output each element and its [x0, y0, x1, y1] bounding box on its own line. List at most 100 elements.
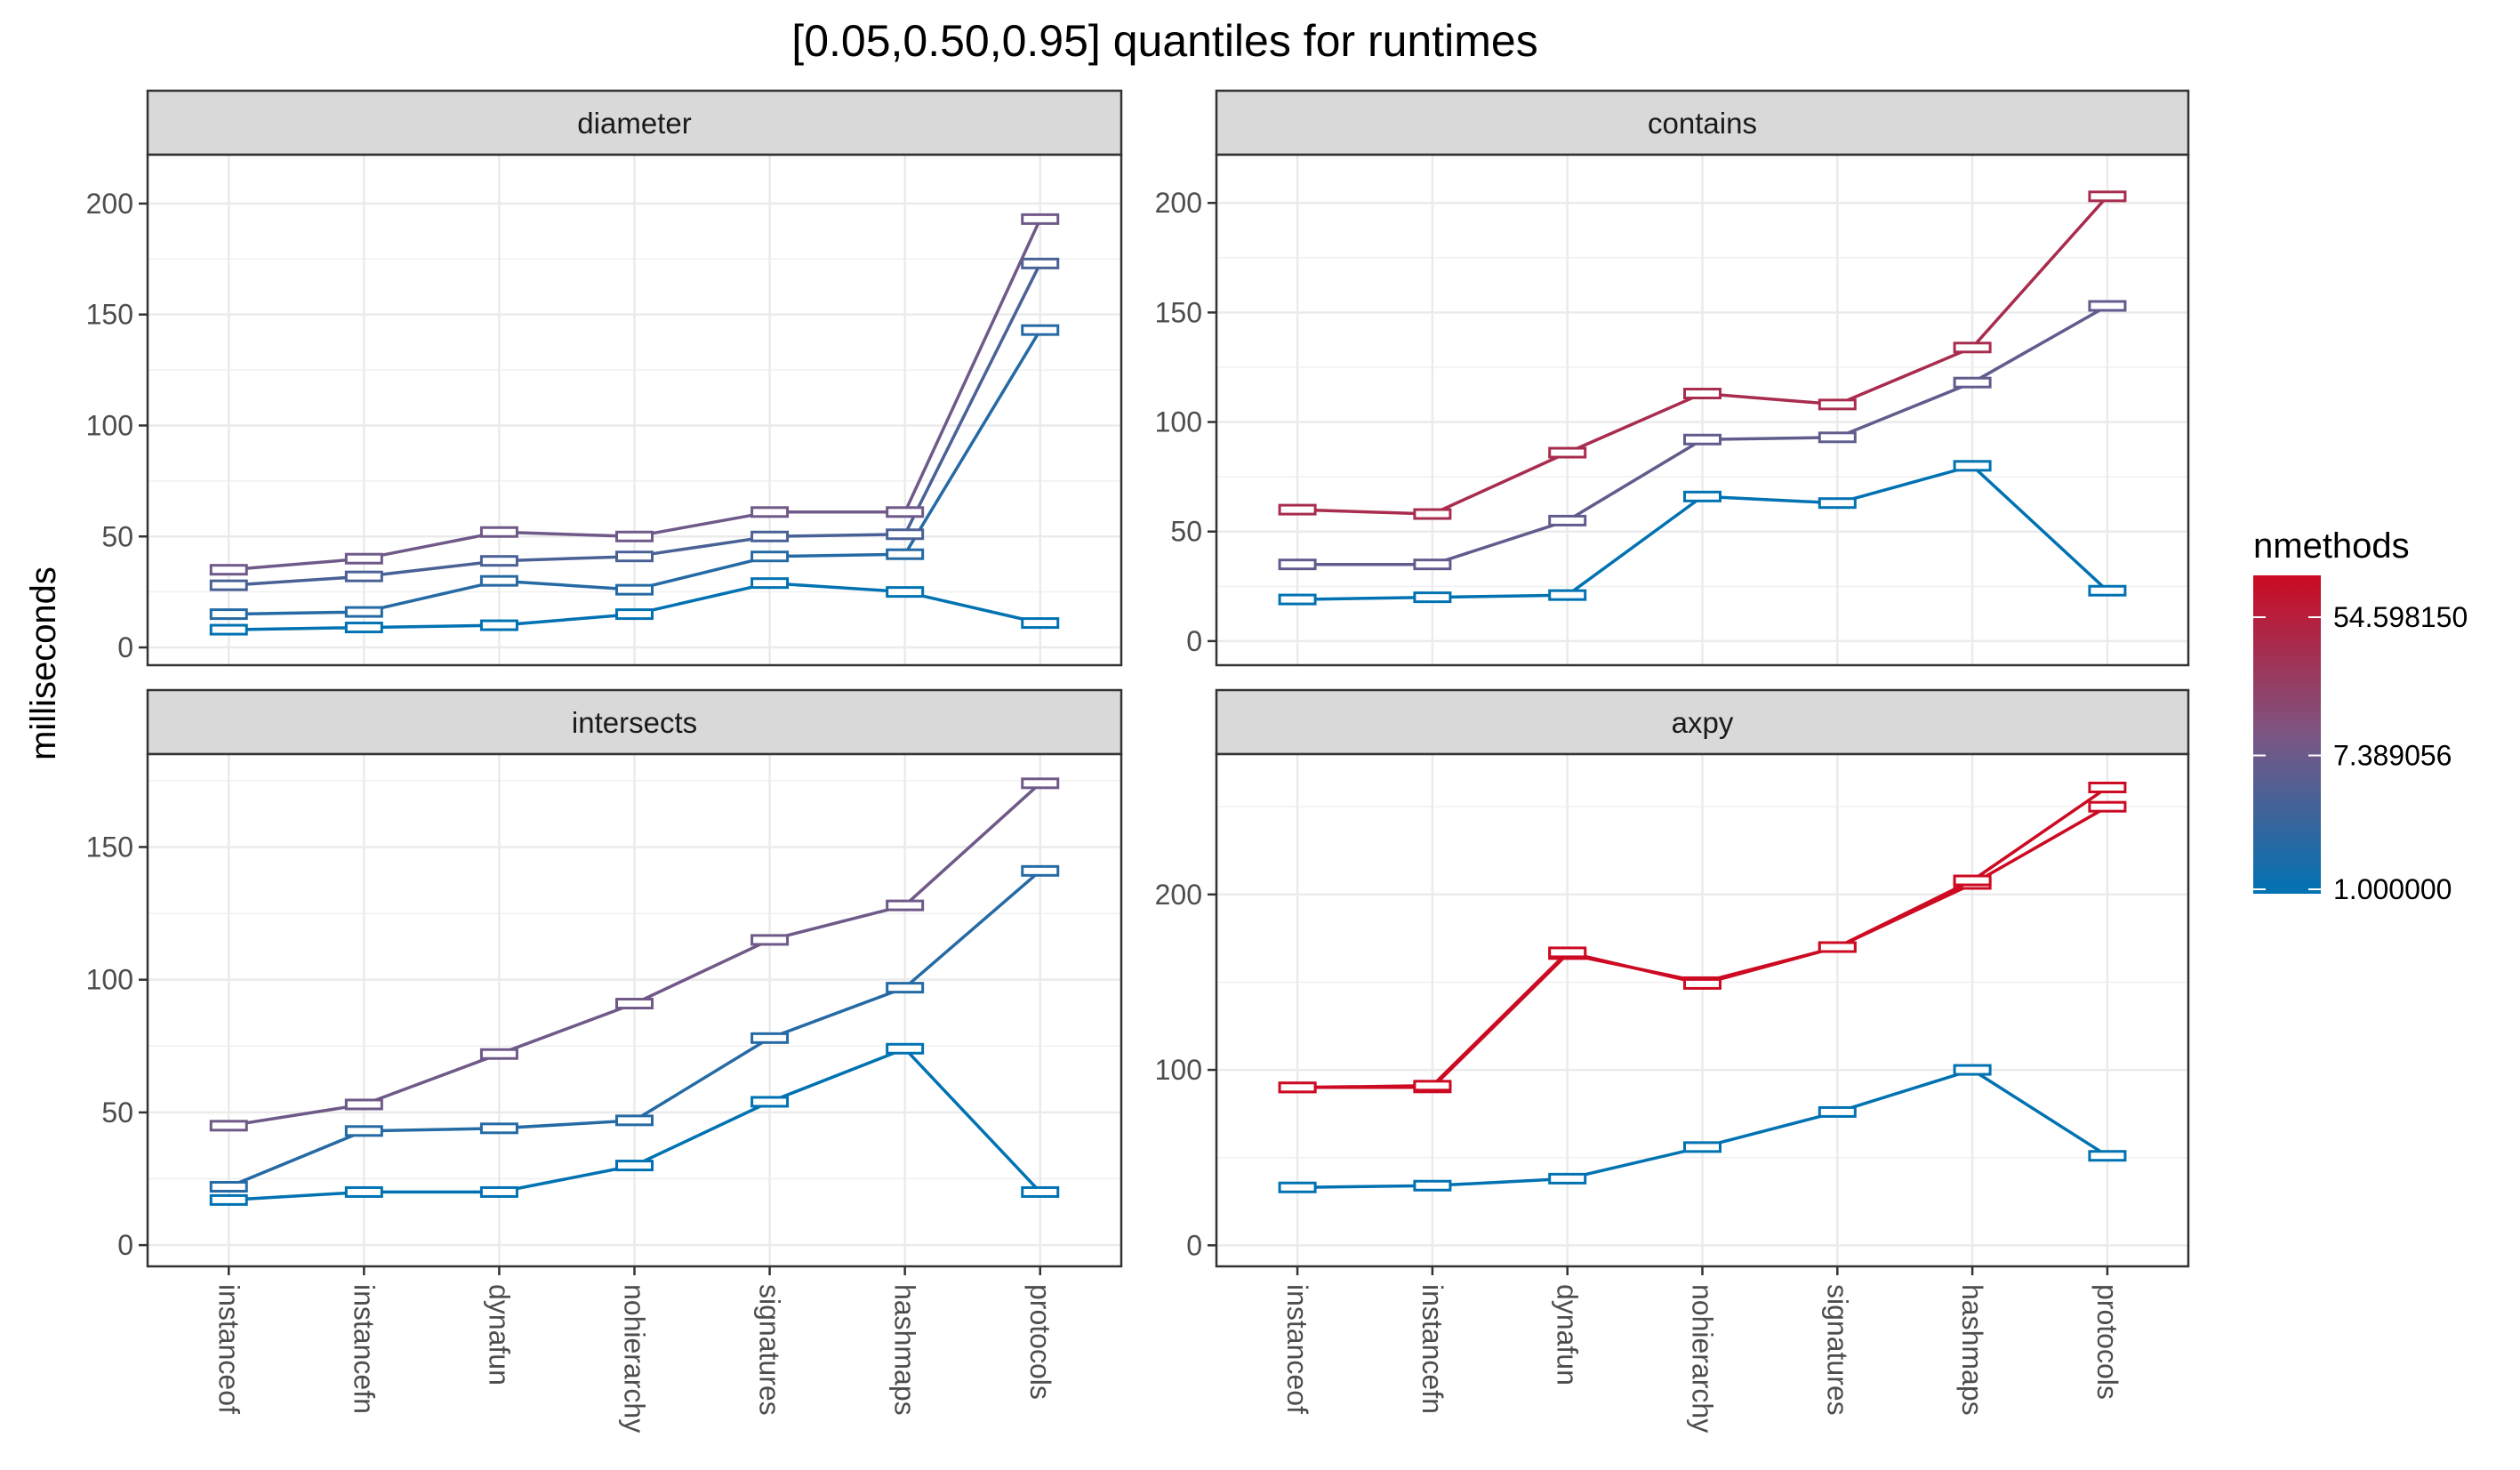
x-tick-label: instanceof: [1281, 1284, 1313, 1414]
quantile-marker: [2088, 800, 2127, 813]
quantile-marker: [209, 1193, 248, 1206]
chart-title: [0.05,0.50,0.95] quantiles for runtimes: [791, 16, 1537, 66]
quantile-marker: [2088, 300, 2127, 312]
panel-border: [1215, 153, 2190, 667]
quantile-marker: [1683, 433, 1721, 446]
legend-label: 54.598150: [2333, 601, 2468, 633]
y-tick-label: 100: [86, 409, 133, 441]
quantile-marker: [209, 579, 248, 591]
quantile-marker: [1818, 398, 1857, 411]
quantile-marker: [1021, 213, 1060, 225]
quantile-marker: [1413, 1080, 1452, 1092]
quantile-marker: [615, 608, 654, 621]
facet-panels: diameter 0 50 100 150 200 contains 0 50 100 150 200…: [86, 89, 2190, 1268]
legend-colorbar: [2253, 575, 2321, 894]
quantile-marker: [750, 530, 790, 542]
color-legend: nmethods 54.598150 7.389056 1.000000: [2253, 526, 2468, 905]
panel-border: [146, 153, 1123, 667]
x-tick-label: dynafun: [483, 1284, 515, 1386]
quantile-marker: [479, 1048, 518, 1060]
quantile-marker: [1021, 1185, 1060, 1198]
x-tick-label: hashmaps: [889, 1284, 921, 1416]
quantile-marker: [209, 1120, 248, 1132]
panel-intersects: intersects 0 50 100 150: [86, 688, 1123, 1268]
quantile-marker: [1818, 497, 1857, 510]
quantile-marker: [479, 555, 518, 567]
panel-diameter: diameter 0 50 100 150 200: [86, 89, 1123, 667]
quantile-marker: [750, 1096, 790, 1108]
facet-strip-label: axpy: [1672, 706, 1734, 739]
quantile-marker: [1683, 388, 1721, 400]
facet-strip-label: diameter: [577, 107, 691, 140]
y-tick-label: 0: [117, 631, 133, 663]
x-tick-label: nohierarchy: [619, 1284, 651, 1433]
quantile-marker: [2088, 584, 2127, 597]
quantile-marker: [615, 1160, 654, 1172]
quantile-marker: [886, 506, 925, 518]
quantile-marker: [344, 1185, 383, 1198]
quantile-marker: [1413, 508, 1452, 520]
x-tick-label: signatures: [1821, 1284, 1853, 1416]
facet-strip-label: contains: [1648, 107, 1757, 140]
quantile-marker: [1278, 1181, 1317, 1193]
legend-title: nmethods: [2253, 526, 2410, 566]
facet-strip: [1215, 688, 2190, 756]
y-tick-label: 50: [1170, 516, 1202, 548]
quantile-marker: [1683, 977, 1721, 990]
quantile-marker: [209, 1180, 248, 1193]
quantile-marker: [1413, 558, 1452, 571]
quantile-marker: [479, 574, 518, 587]
quantile-marker: [886, 528, 925, 541]
quantile-marker: [1953, 874, 1992, 887]
x-tick-label: dynafun: [1552, 1284, 1584, 1386]
x-tick-label: protocols: [1024, 1284, 1056, 1400]
quantile-marker: [615, 1114, 654, 1127]
quantile-marker: [1021, 324, 1060, 336]
y-tick-label: 100: [86, 964, 133, 996]
x-axes: instanceof instancefn dynafun nohierarchy si…: [213, 1266, 2123, 1433]
y-tick-label: 100: [1155, 1054, 1202, 1086]
quantile-marker: [750, 934, 790, 946]
y-tick-label: 150: [86, 299, 133, 331]
quantile-marker: [615, 530, 654, 542]
quantile-marker: [615, 998, 654, 1010]
y-tick-label: 0: [1186, 1229, 1202, 1261]
quantile-marker: [209, 608, 248, 621]
quantile-marker: [750, 550, 790, 563]
panel-contains: contains 0 50 100 150 200: [1155, 89, 2190, 667]
quantile-marker: [615, 550, 654, 563]
quantile-marker: [1953, 376, 1992, 389]
y-tick-label: 0: [117, 1229, 133, 1261]
quantile-marker: [1548, 514, 1587, 526]
quantile-marker: [1683, 490, 1721, 502]
quantile-marker: [344, 1125, 383, 1137]
quantile-marker: [344, 1098, 383, 1111]
quantile-marker: [479, 526, 518, 538]
quantile-marker: [1278, 503, 1317, 516]
x-tick-label: signatures: [754, 1284, 786, 1416]
quantile-marker: [1548, 589, 1587, 601]
quantile-marker: [344, 570, 383, 582]
quantile-marker: [1818, 1105, 1857, 1118]
legend-ticks: 54.598150 7.389056 1.000000: [2253, 601, 2468, 905]
y-tick-label: 200: [86, 188, 133, 220]
quantile-marker: [344, 606, 383, 618]
x-tick-label: instancefn: [348, 1284, 380, 1414]
quantile-marker: [886, 1042, 925, 1055]
facet-strip: [146, 89, 1123, 157]
quantile-marker: [209, 623, 248, 636]
quantile-marker: [750, 577, 790, 590]
y-tick-label: 200: [1155, 879, 1202, 911]
quantile-marker: [1548, 446, 1587, 459]
facet-strip-label: intersects: [572, 706, 697, 739]
quantile-marker: [1818, 431, 1857, 444]
quantile-marker: [479, 619, 518, 631]
quantile-marker: [2088, 781, 2127, 793]
quantile-marker: [1278, 593, 1317, 606]
quantile-marker: [1021, 864, 1060, 877]
facet-strip: [146, 688, 1123, 756]
quantile-marker: [1413, 591, 1452, 604]
quantile-marker: [1021, 777, 1060, 790]
quantile-marker: [479, 1185, 518, 1198]
y-tick-label: 0: [1186, 625, 1202, 657]
